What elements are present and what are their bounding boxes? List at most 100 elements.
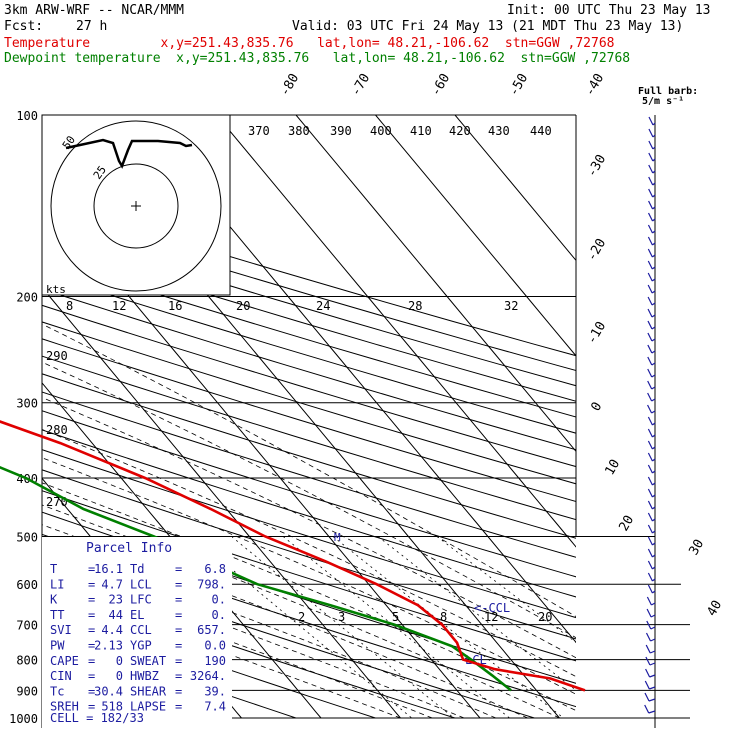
- parcel-value: 30.4: [94, 684, 123, 698]
- parcel-key: SHEAR: [130, 684, 167, 698]
- dry-adiabat-line: [42, 272, 576, 434]
- wind-barb: [650, 614, 656, 618]
- parcel-key: SREH: [50, 700, 79, 714]
- wind-barb-panel: Full barb: 5/m s⁻¹: [638, 86, 698, 728]
- theta-e-label: 390: [330, 124, 352, 138]
- mixing-ratio-label: 16: [168, 299, 182, 313]
- isotherm-label: 30: [686, 537, 707, 558]
- wind-barb: [647, 536, 653, 546]
- wind-barb: [651, 386, 656, 390]
- isotherm-label: -30: [584, 152, 609, 180]
- isotherm-label: 10: [602, 457, 623, 478]
- parcel-value: 6.8: [204, 562, 226, 576]
- parcel-key: Td: [130, 562, 144, 576]
- model-title: 3km ARW-WRF -- NCAR/MMM: [4, 3, 185, 18]
- wind-barb: [647, 440, 653, 450]
- hodograph-ring-label-25: 25: [91, 163, 109, 181]
- theta-e-label: 440: [530, 124, 552, 138]
- hodograph-ring-label-50: 50: [60, 133, 78, 151]
- moist-adiabat-line: [42, 572, 433, 719]
- wind-barb: [647, 500, 653, 510]
- parcel-value: 0.: [212, 593, 226, 607]
- wind-barb: [647, 404, 653, 414]
- wind-barb: [647, 416, 653, 426]
- wind-barb: [647, 260, 653, 270]
- wind-barb: [645, 656, 651, 666]
- parcel-eq: =: [175, 608, 182, 622]
- mixing-ratio-label: 32: [504, 299, 518, 313]
- parcel-key: TT: [50, 608, 64, 622]
- lcl-marker: LCL: [465, 653, 487, 667]
- wind-barb: [647, 320, 653, 330]
- parcel-key: LAPSE: [130, 700, 166, 714]
- isotherm-label: -10: [584, 319, 609, 347]
- wind-barb: [646, 608, 652, 618]
- wind-barb: [647, 368, 653, 378]
- parcel-eq: =: [88, 608, 95, 622]
- dry-adiabat-line: [42, 242, 576, 402]
- wind-barb: [647, 296, 653, 306]
- parcel-key: EL: [130, 608, 144, 622]
- wind-barb: [647, 248, 653, 258]
- parcel-key: YGP: [130, 639, 152, 653]
- wind-barb: [647, 428, 653, 438]
- pressure-label: 500: [16, 530, 38, 544]
- wind-barb: [650, 638, 656, 642]
- parcel-eq: =: [175, 562, 182, 576]
- dry-adiabat-line: [42, 257, 576, 418]
- dry-adiabat-line: [42, 604, 376, 719]
- isotherm-line: [42, 191, 481, 719]
- parcel-key: LCL: [130, 577, 152, 591]
- wind-barb: [649, 650, 656, 654]
- theta-label: 270: [46, 495, 68, 509]
- moist-adiabat-line: [42, 428, 576, 678]
- isotherm-line: [57, 115, 560, 719]
- wind-barb: [649, 662, 656, 666]
- wind-barb: [648, 116, 654, 126]
- wind-barb: [651, 338, 656, 342]
- dry-adiabat-line: [42, 490, 576, 662]
- isotherm-line: [42, 286, 401, 719]
- parcel-info-title: Parcel Info: [86, 541, 172, 556]
- wind-barb: [647, 236, 653, 246]
- parcel-eq: =: [88, 654, 95, 668]
- mixing-ratio-label: 3: [338, 610, 345, 624]
- wind-barb: [648, 710, 656, 714]
- wind-barb: [647, 272, 653, 282]
- isotherm-label: 40: [704, 598, 725, 619]
- barb-legend-units: 5/m s⁻¹: [642, 96, 684, 107]
- wind-barb: [645, 632, 652, 642]
- dry-adiabat-line: [42, 449, 576, 619]
- wind-barb: [651, 374, 656, 378]
- parcel-eq: =: [175, 623, 182, 637]
- isotherm-line: [0, 115, 3, 718]
- isotherm-label: 20: [616, 513, 637, 534]
- pressure-label: 900: [16, 684, 38, 698]
- temperature-profile: [0, 420, 586, 692]
- pressure-label: 200: [16, 291, 38, 305]
- parcel-eq: =: [88, 669, 95, 683]
- pressure-label: 100: [16, 109, 38, 123]
- parcel-key: SWEAT: [130, 654, 166, 668]
- theta-e-label: 400: [370, 124, 392, 138]
- wind-barb: [645, 644, 651, 654]
- theta-label: 290: [46, 349, 68, 363]
- dry-adiabat-line: [42, 469, 576, 640]
- mixing-ratio-label: 24: [316, 299, 330, 313]
- moist-adiabat-line: [42, 323, 576, 617]
- wind-barb: [647, 392, 653, 402]
- pressure-label: 800: [16, 654, 38, 668]
- parcel-eq: =: [175, 684, 182, 698]
- wind-barb: [647, 308, 653, 318]
- wind-barb: [648, 152, 654, 162]
- dry-adiabat-line: [42, 227, 576, 387]
- valid-time: Valid: 03 UTC Fri 24 May 13 (21 MDT Thu …: [292, 19, 684, 34]
- mixing-ratio-label: 5: [392, 610, 399, 624]
- wind-barb: [647, 488, 653, 498]
- parcel-key: PW: [50, 639, 65, 653]
- isotherm-label: -20: [584, 236, 609, 264]
- parcel-key: K: [50, 593, 58, 607]
- mixing-ratio-label: 8: [440, 610, 447, 624]
- hodograph-units-label: kts: [46, 283, 66, 296]
- wind-barb: [651, 362, 656, 366]
